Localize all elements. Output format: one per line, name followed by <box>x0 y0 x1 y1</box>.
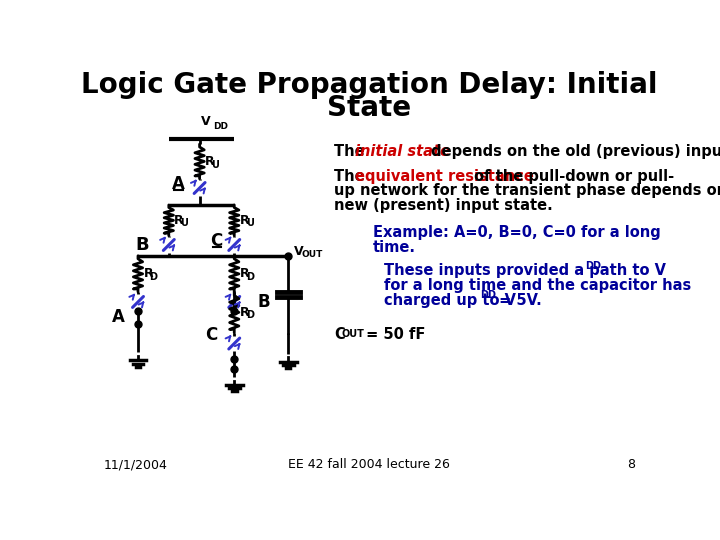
Text: up network for the transient phase depends on the: up network for the transient phase depen… <box>334 184 720 198</box>
Text: DD: DD <box>585 261 601 271</box>
Text: charged up to V: charged up to V <box>384 293 516 308</box>
Text: OUT: OUT <box>301 249 323 259</box>
Text: R: R <box>205 155 215 168</box>
Text: depends on the old (previous) inputs.: depends on the old (previous) inputs. <box>426 144 720 159</box>
Text: = 50 fF: = 50 fF <box>361 327 425 342</box>
Text: Example: A=0, B=0, C=0 for a long: Example: A=0, B=0, C=0 for a long <box>373 225 661 240</box>
Text: equivalent resistance: equivalent resistance <box>355 168 534 184</box>
Text: OUT: OUT <box>341 329 364 339</box>
Text: A: A <box>171 175 184 193</box>
Text: U: U <box>180 218 188 228</box>
Text: U: U <box>211 159 219 170</box>
Text: The: The <box>334 144 370 159</box>
Text: R: R <box>174 214 184 227</box>
Text: U: U <box>246 218 253 228</box>
Text: R: R <box>143 267 153 280</box>
Text: DD: DD <box>480 291 496 300</box>
Text: The: The <box>334 168 370 184</box>
Text: initial state: initial state <box>355 144 450 159</box>
Text: for a long time and the capacitor has: for a long time and the capacitor has <box>384 278 692 293</box>
Text: V: V <box>201 115 210 128</box>
Text: 11/1/2004: 11/1/2004 <box>104 458 167 471</box>
Text: State: State <box>327 94 411 122</box>
Text: DD: DD <box>212 122 228 131</box>
Text: R: R <box>240 267 249 280</box>
Text: EE 42 fall 2004 lecture 26: EE 42 fall 2004 lecture 26 <box>288 458 450 471</box>
Text: C: C <box>205 327 217 345</box>
Text: C: C <box>210 232 222 250</box>
Text: 8: 8 <box>626 458 634 471</box>
Text: R: R <box>240 214 249 227</box>
Text: B: B <box>257 293 270 311</box>
Text: of the pull-down or pull-: of the pull-down or pull- <box>469 168 674 184</box>
Text: D: D <box>246 272 254 282</box>
Text: V: V <box>294 245 304 258</box>
Text: C: C <box>334 327 345 342</box>
Text: B: B <box>135 236 148 254</box>
Text: D: D <box>246 310 254 320</box>
Text: D: D <box>150 272 158 282</box>
Text: These inputs provided a path to V: These inputs provided a path to V <box>384 264 667 279</box>
Text: R: R <box>240 306 249 319</box>
Text: new (present) input state.: new (present) input state. <box>334 198 553 213</box>
Text: A: A <box>112 308 125 326</box>
Text: = 5V.: = 5V. <box>494 293 541 308</box>
Text: Logic Gate Propagation Delay: Initial: Logic Gate Propagation Delay: Initial <box>81 71 657 99</box>
Text: time.: time. <box>373 240 416 254</box>
